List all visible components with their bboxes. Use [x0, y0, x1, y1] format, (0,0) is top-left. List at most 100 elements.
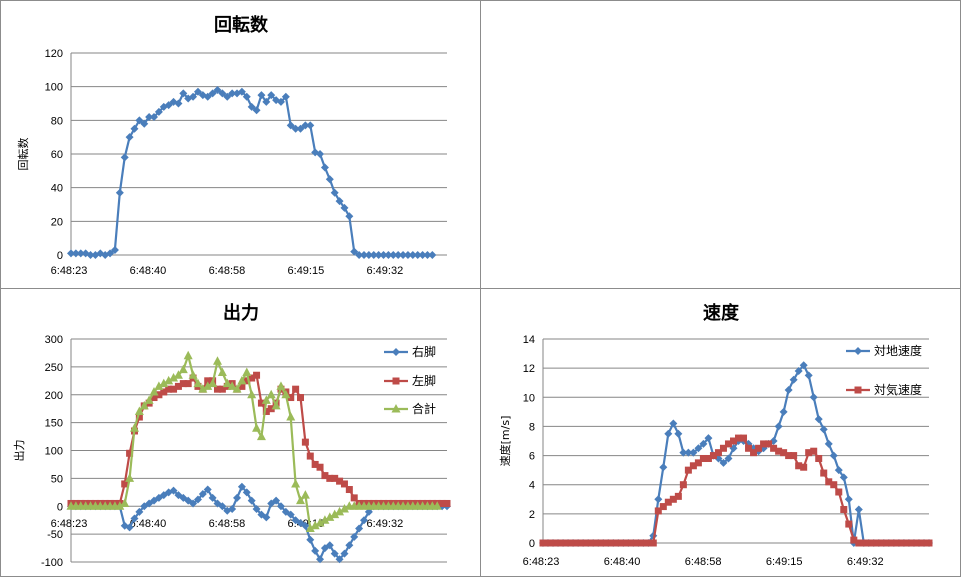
- data-point: [679, 448, 688, 457]
- data-point: [669, 419, 678, 428]
- data-point: [779, 407, 788, 416]
- data-point: [875, 539, 883, 547]
- legend-label: 右脚: [412, 344, 436, 359]
- data-point: [775, 447, 783, 455]
- y-tick-label: 200: [45, 390, 63, 402]
- data-point: [719, 458, 728, 467]
- data-point: [845, 520, 853, 528]
- data-point: [714, 454, 723, 463]
- data-point: [345, 486, 353, 494]
- data-point: [125, 523, 134, 532]
- data-point: [694, 444, 703, 453]
- y-axis-label: 速度[m/s]: [498, 416, 512, 467]
- data-point: [855, 539, 863, 547]
- data-point: [765, 440, 773, 448]
- data-point: [564, 539, 572, 547]
- data-point: [815, 454, 823, 462]
- data-point: [423, 251, 432, 259]
- data-point: [619, 539, 627, 547]
- data-point: [330, 549, 339, 558]
- data-point: [145, 112, 154, 121]
- y-tick-label: 80: [51, 115, 63, 127]
- data-point: [165, 385, 173, 393]
- data-point: [331, 474, 339, 482]
- data-point: [262, 513, 271, 522]
- data-point: [835, 488, 843, 496]
- data-point: [649, 539, 657, 547]
- data-point: [609, 539, 617, 547]
- data-point: [559, 539, 567, 547]
- data-point: [306, 452, 314, 460]
- data-point: [824, 439, 833, 448]
- data-point: [179, 493, 188, 502]
- legend-label: 対気速度: [874, 382, 922, 397]
- data-point: [719, 444, 727, 452]
- chart-panel-speed: 速度 0 2 4 6 8 10 12 14 速度[m/s] 6:48:23 6:48:40 6:48:5…: [480, 288, 961, 577]
- data-point: [115, 501, 125, 510]
- legend-swatch-marker: [854, 347, 862, 355]
- data-point: [399, 251, 408, 259]
- data-point: [311, 546, 320, 555]
- data-point: [198, 489, 207, 498]
- x-tick-label: 6:48:23: [523, 556, 560, 568]
- data-point: [217, 367, 227, 376]
- data-point: [885, 539, 893, 547]
- data-point: [374, 251, 383, 259]
- data-point: [814, 415, 823, 424]
- data-point: [106, 249, 115, 258]
- data-point: [261, 395, 271, 404]
- chart-title: 出力: [223, 302, 259, 324]
- data-point: [125, 133, 134, 142]
- data-point: [795, 462, 803, 470]
- data-point: [193, 378, 203, 388]
- data-point: [110, 245, 119, 254]
- y-tick-label: -50: [47, 529, 63, 541]
- data-point: [844, 495, 853, 504]
- data-point: [286, 412, 296, 421]
- data-point: [287, 394, 295, 402]
- data-point: [895, 539, 903, 547]
- series-0: [67, 86, 437, 259]
- data-point: [130, 124, 139, 133]
- data-point: [218, 89, 227, 98]
- data-point: [760, 440, 768, 448]
- data-point: [379, 251, 388, 259]
- data-point: [154, 107, 163, 116]
- data-point: [780, 449, 788, 457]
- data-point: [359, 516, 368, 525]
- y-tick-label: 300: [45, 334, 63, 346]
- data-point: [418, 251, 427, 259]
- data-point: [208, 89, 217, 98]
- data-point: [238, 382, 246, 390]
- data-point: [674, 429, 683, 438]
- data-point: [335, 506, 345, 516]
- y-tick-label: 50: [51, 473, 63, 485]
- data-point: [865, 539, 873, 547]
- y-tick-label: 60: [51, 149, 63, 161]
- data-point: [315, 517, 325, 527]
- data-point: [316, 555, 325, 564]
- data-point: [310, 520, 320, 530]
- data-point: [634, 539, 642, 547]
- data-point: [257, 399, 265, 407]
- data-point: [305, 523, 315, 533]
- data-point: [173, 370, 183, 379]
- y-tick-label: 100: [45, 446, 63, 458]
- data-point: [154, 381, 164, 390]
- data-point: [384, 251, 393, 259]
- data-point: [140, 119, 149, 128]
- data-point: [243, 377, 251, 385]
- data-point: [193, 87, 202, 96]
- data-point: [120, 153, 129, 162]
- data-point: [724, 440, 732, 448]
- data-point: [915, 539, 923, 547]
- data-point: [345, 212, 354, 221]
- data-point: [345, 541, 354, 550]
- y-tick-label: 6: [529, 451, 535, 463]
- data-point: [805, 449, 813, 457]
- data-point: [252, 106, 261, 115]
- data-point: [174, 99, 183, 108]
- speed-chart: 速度 0 2 4 6 8 10 12 14 速度[m/s] 6:48:23 6:48:40 6:48:5…: [498, 302, 933, 568]
- data-point: [86, 251, 95, 259]
- x-tick-label: 6:48:23: [51, 518, 88, 530]
